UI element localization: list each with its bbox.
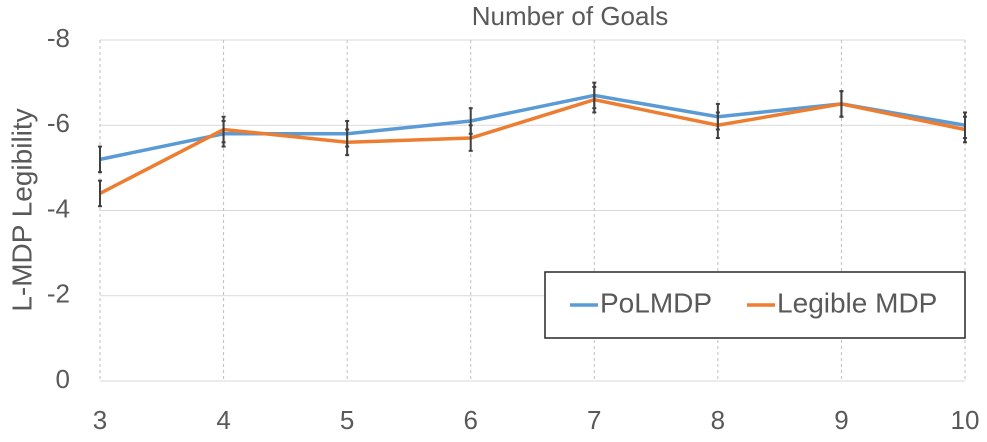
error-bar <box>468 124 473 152</box>
x-tick-label: 9 <box>834 405 848 435</box>
error-bar <box>715 111 720 140</box>
x-tick-label: 3 <box>93 405 107 435</box>
error-bar <box>98 145 102 174</box>
error-bar <box>963 115 967 144</box>
y-axis-title: L-MDP Legibility <box>6 108 37 311</box>
y-tick-label: 0 <box>56 364 70 394</box>
y-tick-label: -6 <box>47 108 70 138</box>
y-tick-label: -2 <box>47 279 70 309</box>
legend-label: Legible MDP <box>777 287 937 318</box>
x-tick-label: 6 <box>463 405 477 435</box>
error-bar <box>592 85 597 114</box>
x-tick-label: 7 <box>587 405 601 435</box>
x-tick-label: 8 <box>711 405 725 435</box>
legend-label: PoLMDP <box>600 287 712 318</box>
error-bar <box>98 179 102 208</box>
x-axis-title: Number of Goals <box>472 1 669 31</box>
y-tick-label: -4 <box>47 193 70 223</box>
error-bar <box>221 115 226 144</box>
error-bar <box>839 90 844 118</box>
x-tick-label: 10 <box>951 405 980 435</box>
x-tick-label: 5 <box>340 405 354 435</box>
x-tick-label: 4 <box>216 405 230 435</box>
y-tick-label: -8 <box>47 23 70 53</box>
error-bar <box>345 128 350 157</box>
series-line <box>99 97 966 196</box>
